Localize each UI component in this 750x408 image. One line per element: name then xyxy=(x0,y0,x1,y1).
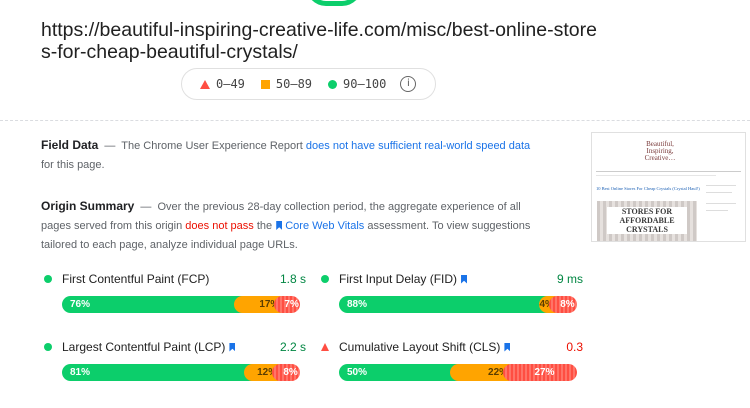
thumbnail-site-title: Beautiful, Inspiring, Creative… xyxy=(640,141,680,162)
thumbnail-heading: 10 Best Online Stores For Cheap Crystals… xyxy=(596,186,700,191)
metric-value: 1.8 s xyxy=(279,272,306,286)
legend-average: 50–89 xyxy=(260,77,313,91)
legend-good-label: 90–100 xyxy=(343,77,387,91)
metric-name: First Contentful Paint (FCP) xyxy=(62,272,210,286)
thumbnail-image-line: CRYSTALS xyxy=(626,225,668,234)
legend-poor: 0–49 xyxy=(200,77,245,91)
legend-poor-label: 0–49 xyxy=(216,77,245,91)
page-url: https://beautiful-inspiring-creative-lif… xyxy=(41,19,597,63)
distribution-bar: 50% 22% 27% xyxy=(339,364,577,381)
legend-good: 90–100 xyxy=(328,77,386,91)
poor-percent: 8% xyxy=(560,299,575,310)
poor-triangle-icon xyxy=(321,343,329,351)
metric-value: 9 ms xyxy=(556,272,583,286)
poor-segment: 8% xyxy=(272,364,300,381)
core-web-vitals-link[interactable]: Core Web Vitals xyxy=(285,220,365,232)
origin-summary-mid: the xyxy=(256,220,273,232)
legend-average-label: 50–89 xyxy=(275,77,313,91)
poor-segment: 8% xyxy=(548,296,577,313)
thumbnail-image: STORES FOR AFFORDABLE CRYSTALS xyxy=(597,201,697,241)
thumbnail-title-line: Inspiring, xyxy=(646,147,674,155)
origin-summary-text: Over the previous 28-day collection peri… xyxy=(41,201,521,232)
thumbnail-nav-bar xyxy=(596,175,716,176)
thumbnail-title-line: Beautiful, xyxy=(646,140,674,148)
score-gauge xyxy=(306,0,362,6)
good-circle-icon xyxy=(44,275,52,283)
origin-summary-title: Origin Summary xyxy=(41,199,135,213)
metric-fid: First Input Delay (FID) 9 ms 88% 4% 8% xyxy=(321,270,583,313)
poor-segment: 27% xyxy=(503,364,577,381)
metric-fcp: First Contentful Paint (FCP) 1.8 s 76% 1… xyxy=(44,270,306,313)
average-segment: 17% xyxy=(233,296,284,313)
metric-cls: Cumulative Layout Shift (CLS) 0.3 50% 22… xyxy=(321,338,583,381)
bookmark-icon xyxy=(229,342,236,352)
poor-percent: 7% xyxy=(284,299,299,310)
poor-segment: 7% xyxy=(274,296,300,313)
section-divider xyxy=(0,120,750,121)
good-circle-icon xyxy=(44,343,52,351)
page-screenshot-thumbnail: Beautiful, Inspiring, Creative… 10 Best … xyxy=(591,132,746,242)
origin-summary-dash: — xyxy=(140,201,152,213)
thumbnail-title-line: Creative… xyxy=(644,154,676,162)
metric-name: First Input Delay (FID) xyxy=(339,272,458,286)
good-percent: 76% xyxy=(70,299,91,310)
good-circle-icon xyxy=(321,275,329,283)
average-percent: 22% xyxy=(488,367,509,378)
bookmark-icon xyxy=(461,274,468,284)
thumbnail-sidebar xyxy=(706,181,742,211)
metric-lcp: Largest Contentful Paint (LCP) 2.2 s 81%… xyxy=(44,338,306,381)
good-segment: 50% xyxy=(339,364,460,381)
metric-value: 2.2 s xyxy=(279,340,306,354)
average-percent: 12% xyxy=(257,367,278,378)
circle-icon xyxy=(328,79,338,89)
thumbnail-image-text: STORES FOR AFFORDABLE CRYSTALS xyxy=(607,207,687,234)
good-percent: 81% xyxy=(70,367,91,378)
distribution-bar: 81% 12% 8% xyxy=(62,364,300,381)
field-data-title: Field Data xyxy=(41,138,99,152)
good-segment: 81% xyxy=(62,364,253,381)
thumbnail-nav-bar xyxy=(596,171,741,172)
good-percent: 88% xyxy=(347,299,368,310)
average-segment: 22% xyxy=(450,364,513,381)
square-icon xyxy=(260,79,270,89)
field-data-dash: — xyxy=(104,140,116,152)
origin-summary-section: Origin Summary — Over the previous 28-da… xyxy=(41,197,541,255)
thumbnail-image-line: STORES FOR xyxy=(621,207,673,216)
average-percent: 4% xyxy=(539,299,554,310)
score-legend: 0–49 50–89 90–100 i xyxy=(181,68,436,100)
good-percent: 50% xyxy=(347,367,368,378)
metric-value: 0.3 xyxy=(566,340,583,354)
metric-name: Cumulative Layout Shift (CLS) xyxy=(339,340,501,354)
distribution-bar: 88% 4% 8% xyxy=(339,296,577,313)
metric-name: Largest Contentful Paint (LCP) xyxy=(62,340,226,354)
average-percent: 17% xyxy=(259,299,280,310)
good-segment: 88% xyxy=(339,296,549,313)
poor-percent: 8% xyxy=(283,367,298,378)
origin-fail-text: does not pass xyxy=(185,220,254,232)
info-icon[interactable]: i xyxy=(400,76,417,92)
thumbnail-image-line: AFFORDABLE xyxy=(619,216,675,225)
field-data-section: Field Data — The Chrome User Experience … xyxy=(41,136,541,175)
origin-summary-text-after: assessment. To view suggestions tailored… xyxy=(41,220,531,251)
poor-percent: 27% xyxy=(534,367,555,378)
field-data-text-after: for this page. xyxy=(41,159,105,171)
triangle-icon xyxy=(200,79,210,89)
bookmark-icon xyxy=(276,221,283,230)
field-data-link[interactable]: does not have sufficient real-world spee… xyxy=(305,140,531,152)
average-segment: 12% xyxy=(243,364,282,381)
good-segment: 76% xyxy=(62,296,243,313)
field-data-text: The Chrome User Experience Report xyxy=(121,140,303,152)
bookmark-icon xyxy=(504,342,511,352)
distribution-bar: 76% 17% 7% xyxy=(62,296,300,313)
